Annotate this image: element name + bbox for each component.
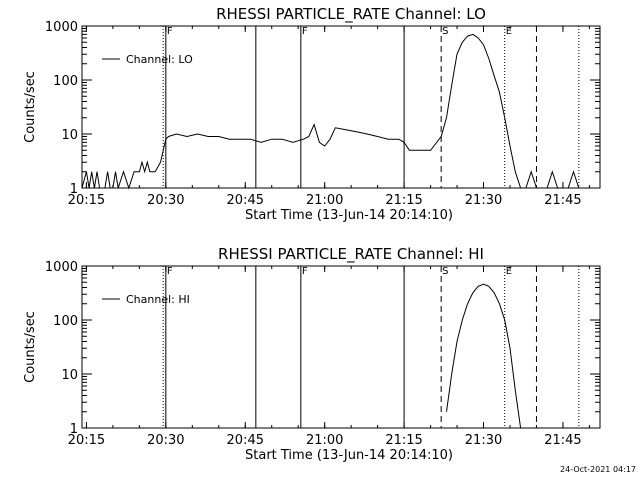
- x-tick-label: 20:15: [68, 193, 105, 208]
- x-tick-label: 20:15: [68, 433, 105, 448]
- x-tick-label: 21:30: [465, 193, 502, 208]
- y-tick-label: 1: [70, 422, 78, 437]
- y-axis-label: Counts/sec: [23, 311, 38, 383]
- x-tick-label: 21:00: [306, 433, 343, 448]
- x-tick-label: 20:30: [147, 433, 184, 448]
- event-marker-label: S: [442, 266, 448, 277]
- y-tick-label: 1000: [45, 260, 78, 275]
- event-marker-label: S: [442, 26, 448, 37]
- y-tick-label: 100: [53, 314, 78, 329]
- y-tick-label: 1: [70, 182, 78, 197]
- event-marker-label: E: [506, 26, 512, 37]
- chart-title: RHESSI PARTICLE_RATE Channel: LO: [216, 5, 486, 24]
- x-axis-label: Start Time (13-Jun-14 20:14:10): [245, 448, 453, 463]
- plot-frame: [81, 265, 601, 429]
- y-tick-label: 1000: [45, 20, 78, 35]
- series-line: [81, 33, 600, 190]
- x-tick-label: 20:45: [227, 433, 264, 448]
- y-tick-label: 10: [61, 368, 78, 383]
- event-marker-label: F: [302, 26, 308, 37]
- y-axis-label: Counts/sec: [23, 71, 38, 143]
- legend-label: Channel: LO: [126, 53, 193, 66]
- x-axis-label: Start Time (13-Jun-14 20:14:10): [245, 208, 453, 223]
- event-marker-label: F: [167, 26, 173, 37]
- x-tick-label: 21:45: [544, 193, 581, 208]
- y-tick-label: 100: [53, 74, 78, 89]
- chart-title: RHESSI PARTICLE_RATE Channel: HI: [218, 245, 484, 264]
- event-marker-label: F: [302, 266, 308, 277]
- x-tick-label: 20:45: [227, 193, 264, 208]
- series-line: [446, 283, 522, 429]
- legend-label: Channel: HI: [126, 293, 190, 306]
- x-tick-label: 21:15: [385, 193, 422, 208]
- event-marker-label: E: [506, 266, 512, 277]
- timestamp: 24-Oct-2021 04:17: [560, 465, 636, 474]
- x-tick-label: 21:15: [385, 433, 422, 448]
- x-tick-label: 21:30: [465, 433, 502, 448]
- x-tick-label: 20:30: [147, 193, 184, 208]
- x-tick-label: 21:00: [306, 193, 343, 208]
- event-marker-label: F: [167, 266, 173, 277]
- plot-frame: [81, 25, 601, 189]
- y-tick-label: 10: [61, 128, 78, 143]
- x-tick-label: 21:45: [544, 433, 581, 448]
